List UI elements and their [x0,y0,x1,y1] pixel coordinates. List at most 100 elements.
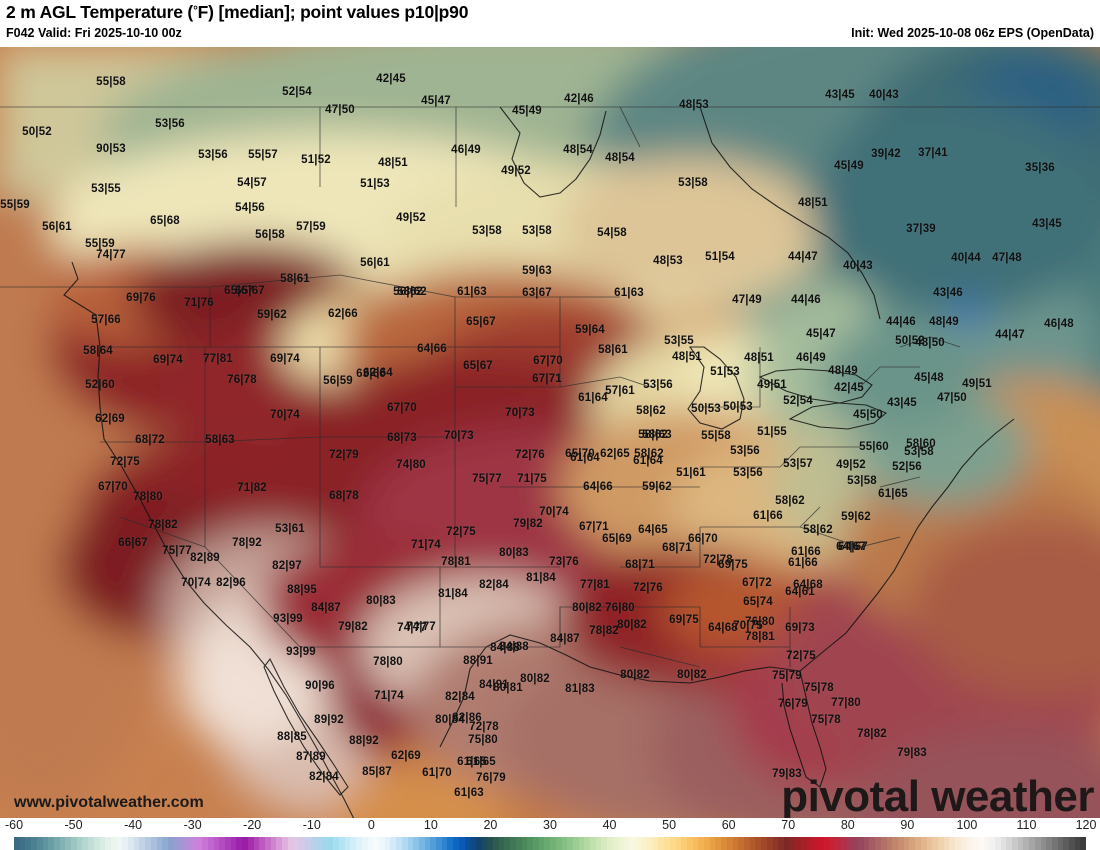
colorbar-swatch [595,837,602,850]
point-value: 61|63 [457,286,487,298]
point-value: 58|62 [803,524,833,536]
point-value: 76|79 [476,772,506,784]
point-value: 68|73 [387,432,417,444]
colorbar-swatch [966,837,973,850]
point-value: 49|52 [501,165,531,177]
point-value: 71|75 [517,473,547,485]
colorbar-swatch [202,837,208,850]
colorbar-swatch [361,837,368,850]
colorbar-swatch [264,837,271,850]
colorbar-swatch [219,837,226,850]
point-value: 53|61 [275,523,305,535]
point-value: 55|59 [0,199,30,211]
colorbar-swatch [738,837,744,850]
point-value: 53|56 [155,118,185,130]
colorbar-swatch [698,837,705,850]
colorbar-swatch [1063,837,1070,850]
point-value: 62|64 [363,367,393,379]
point-value: 62|65 [600,448,630,460]
point-value: 84|88 [499,641,529,653]
point-value: 61|65 [466,756,496,768]
point-value: 51|53 [360,178,390,190]
point-value: 89|92 [314,714,344,726]
point-value: 65|67 [466,316,496,328]
point-value: 66|70 [688,533,718,545]
point-value: 47|49 [732,294,762,306]
colorbar-swatch [726,837,733,850]
colorbar-swatch [413,837,419,850]
point-value: 49|52 [836,459,866,471]
colorbar-swatch [732,837,739,850]
colorbar-swatch [1012,837,1018,850]
point-value: 70|74 [181,577,211,589]
colorbar-swatch [242,837,248,850]
point-value: 59|62 [257,309,287,321]
colorbar-swatch [367,837,374,850]
colorbar-swatch [282,837,288,850]
colorbar-swatch [259,837,265,850]
colorbar-swatch [555,837,562,850]
colorbar-swatch [909,837,916,850]
colorbar-swatch [418,837,425,850]
point-value: 64|66 [417,343,447,355]
point-value: 70|74 [539,506,569,518]
point-value: 53|55 [664,335,694,347]
point-value: 73|76 [549,556,579,568]
colorbar-swatch [994,837,1001,850]
point-value: 50|53 [691,403,721,415]
colorbar-swatch [761,837,767,850]
point-value: 43|45 [825,89,855,101]
point-value: 74|77 [96,249,126,261]
weather-map[interactable]: 50|52 55|58 53|56 90|53 53|55 55|59 56|61 55|59… [0,47,1100,818]
colorbar-swatch [407,837,414,850]
colorbar-swatch [453,837,459,850]
colorbar-swatch [1069,837,1075,850]
colorbar-swatch [590,837,596,850]
point-value: 80|83 [366,595,396,607]
colorbar-swatch [510,837,516,850]
colorbar-tick: -20 [243,818,262,832]
point-value: 58|63 [642,429,672,441]
point-value: 72|78 [469,721,499,733]
colorbar-swatch [532,837,539,850]
colorbar-swatch [270,837,277,850]
point-value: 46|49 [796,352,826,364]
point-value: 45|48 [914,372,944,384]
point-value: 69|75 [718,559,748,571]
point-value: 67|71 [579,521,609,533]
point-value: 51|54 [705,251,735,263]
colorbar-swatch [658,837,665,850]
colorbar[interactable]: -60 -50 -40 -30 -20 -10 0 10 20 30 40 50 60 70 80 90 100… [0,818,1100,850]
point-value: 65|69 [602,533,632,545]
point-value: 80|82 [620,669,650,681]
colorbar-swatch [310,837,317,850]
point-value: 82|97 [272,560,302,572]
point-value: 64|61 [785,586,815,598]
colorbar-swatch [635,837,642,850]
point-value: 84|87 [550,633,580,645]
point-value: 65|67 [224,285,254,297]
point-value: 68|71 [625,559,655,571]
point-value: 61|64 [633,455,663,467]
colorbar-swatch [458,837,465,850]
point-value: 78|92 [232,537,262,549]
colorbar-swatch [19,837,26,850]
colorbar-swatch [76,837,83,850]
colorbar-swatch [772,837,779,850]
point-value: 51|55 [757,426,787,438]
point-value: 78|82 [148,519,178,531]
point-value: 80|84 [435,714,465,726]
point-value: 56|61 [42,221,72,233]
colorbar-swatch [498,837,505,850]
colorbar-swatch [527,837,533,850]
colorbar-tick: 90 [900,818,915,832]
coastlines [63,106,1015,818]
colorbar-swatch [59,837,66,850]
colorbar-swatch [880,837,887,850]
colorbar-swatch [304,837,311,850]
colorbar-swatch [789,837,796,850]
colorbar-swatch [681,837,687,850]
point-value: 68|78 [329,490,359,502]
colorbar-swatch [1006,837,1013,850]
point-value: 44|47 [788,251,818,263]
